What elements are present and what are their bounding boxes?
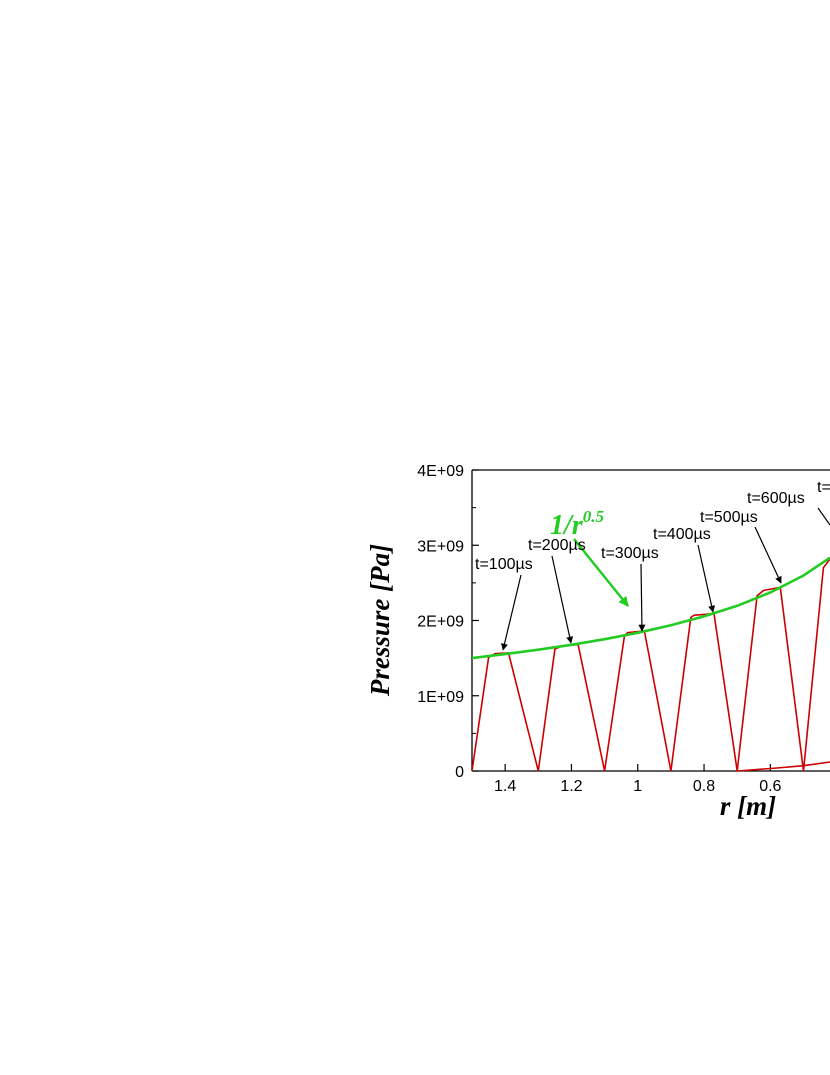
fit-label-base: 1/r bbox=[550, 510, 584, 541]
arrow-t600 bbox=[817, 507, 830, 526]
annotation-t400: t=400µs bbox=[653, 526, 711, 543]
annotation-t500: t=500µs bbox=[700, 509, 758, 526]
x-axis-label: r [m] bbox=[720, 791, 776, 821]
pressure-pulse-line bbox=[802, 558, 830, 772]
annotation-t300: t=300µs bbox=[601, 545, 659, 562]
x-tick-label: 1.4 bbox=[494, 778, 516, 795]
y-tick-label: 0 bbox=[455, 764, 464, 781]
y-axis-label: Pressure [Pa] bbox=[365, 544, 395, 697]
fit-curve-arrow bbox=[573, 538, 629, 607]
annotation-t200: t=200µs bbox=[528, 537, 586, 554]
x-tick-label: 0.6 bbox=[759, 778, 781, 795]
y-tick-label: 3E+09 bbox=[417, 538, 464, 555]
arrow-t300 bbox=[638, 563, 646, 632]
arrow-t400 bbox=[697, 544, 716, 613]
plot-frame bbox=[471, 469, 830, 772]
pressure-series bbox=[472, 558, 830, 772]
annotation-t100: t=100µs bbox=[475, 556, 533, 573]
pressure-pulse-line bbox=[737, 761, 830, 772]
pressure-pulse-line bbox=[472, 652, 540, 772]
arrow-t200 bbox=[551, 555, 574, 644]
x-tick-label: 0.8 bbox=[693, 778, 715, 795]
arrow-t100 bbox=[501, 574, 522, 651]
x-ticks: 1.4 1.2 1 0.8 0.6 bbox=[471, 764, 804, 795]
annotation-t700-partial: t= bbox=[817, 479, 830, 496]
pressure-pulse-line bbox=[603, 630, 672, 772]
x-tick-label: 1.2 bbox=[560, 778, 582, 795]
y-tick-label: 2E+09 bbox=[417, 614, 464, 631]
y-tick-label: 1E+09 bbox=[417, 689, 464, 706]
fit-label-exponent: 0.5 bbox=[583, 507, 605, 526]
y-ticks: 0 1E+09 2E+09 3E+09 4E+09 bbox=[417, 463, 479, 781]
y-tick-label: 4E+09 bbox=[417, 463, 464, 480]
pressure-pulse-line bbox=[537, 643, 606, 772]
arrow-t500 bbox=[754, 526, 782, 584]
pressure-pulse-line bbox=[736, 586, 805, 772]
annotation-t600: t=600µs bbox=[747, 490, 805, 507]
x-tick-label: 1 bbox=[633, 778, 642, 795]
pressure-pulse-line bbox=[670, 612, 738, 772]
fit-curve bbox=[472, 556, 830, 660]
fit-curve-label: 1/r0.5 bbox=[550, 507, 604, 541]
